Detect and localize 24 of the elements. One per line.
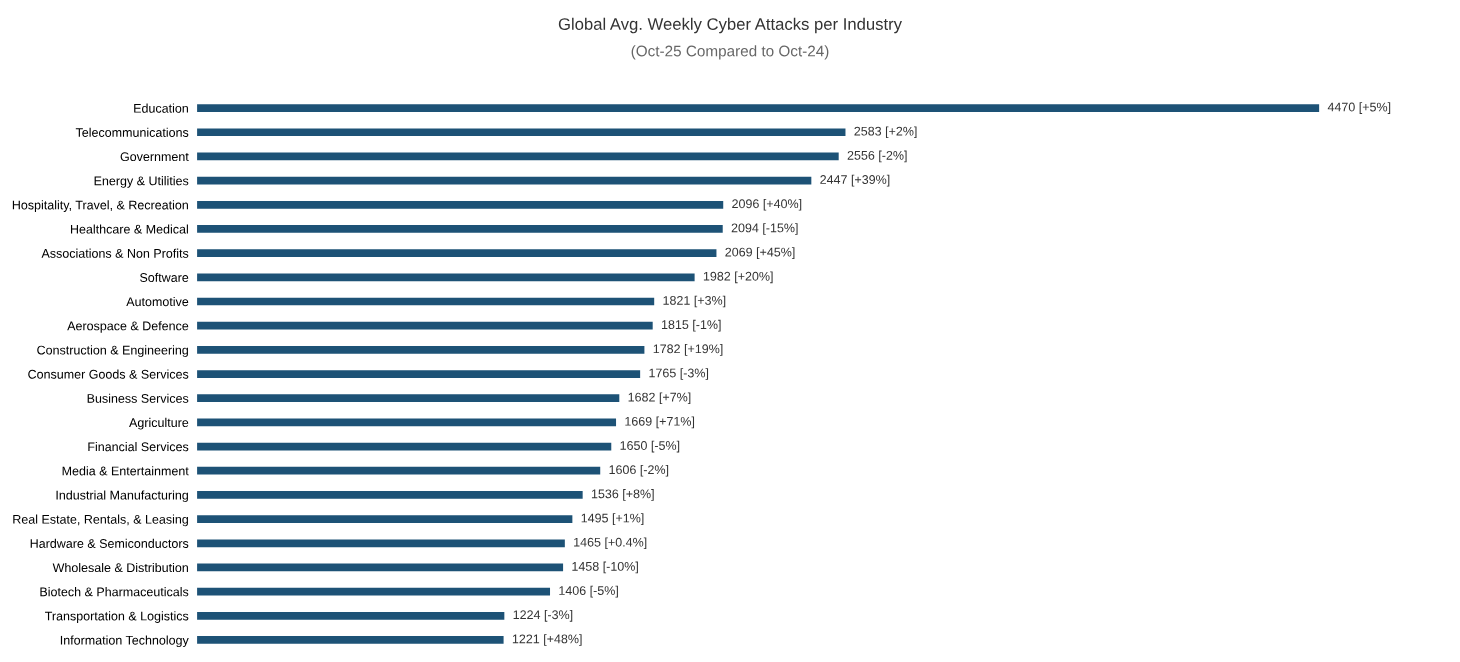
bar xyxy=(197,611,505,620)
bar xyxy=(197,273,695,282)
bar xyxy=(197,394,620,403)
bar xyxy=(197,418,617,427)
bar xyxy=(197,321,653,330)
bar xyxy=(197,466,601,475)
bar xyxy=(197,176,812,185)
bar xyxy=(197,104,1320,112)
chart-title: Global Avg. Weekly Cyber Attacks per Industry xyxy=(558,17,902,34)
bar xyxy=(197,370,641,378)
bar xyxy=(197,200,724,209)
bar xyxy=(197,442,612,451)
bar xyxy=(197,249,717,258)
bar xyxy=(197,152,839,161)
bar xyxy=(197,539,565,548)
bar xyxy=(197,491,583,499)
bar xyxy=(197,225,723,233)
bar xyxy=(197,297,655,306)
bar xyxy=(197,636,504,644)
bar xyxy=(197,563,564,572)
bar xyxy=(197,587,551,596)
bar xyxy=(197,128,846,137)
bar xyxy=(197,515,573,523)
bar xyxy=(197,345,645,354)
